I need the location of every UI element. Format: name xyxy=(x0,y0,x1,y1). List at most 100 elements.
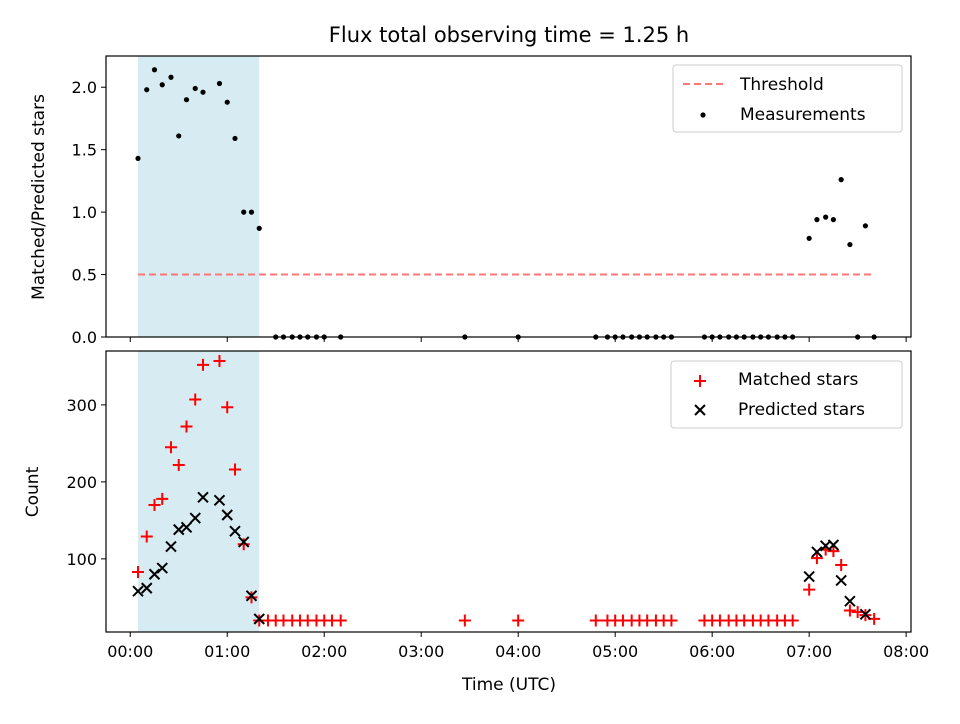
matched-star-point xyxy=(196,358,209,371)
predicted-star-point xyxy=(180,521,193,534)
legend-predicted-label: Predicted stars xyxy=(738,400,865,420)
x-tick-label: 00:00 xyxy=(107,642,153,661)
x-tick-label: 05:00 xyxy=(592,642,638,661)
bottom-shaded-region xyxy=(138,351,260,632)
matched-star-point xyxy=(665,614,678,627)
matched-star-point xyxy=(851,605,864,618)
predicted-star-point xyxy=(197,491,209,503)
legend-measurements-swatch xyxy=(700,112,706,118)
measurement-point xyxy=(135,155,141,162)
measurement-point xyxy=(814,217,820,223)
measurement-point xyxy=(144,87,150,93)
predicted-star-point xyxy=(213,494,226,507)
measurement-point xyxy=(838,177,844,183)
matched-star-point xyxy=(180,420,193,433)
predicted-star-point xyxy=(844,595,856,607)
predicted-star-point xyxy=(148,568,161,580)
matched-star-point xyxy=(835,559,848,572)
measurement-point xyxy=(830,217,837,223)
predicted-star-point xyxy=(859,608,872,621)
matched-star-point xyxy=(221,401,234,414)
predicted-star-point xyxy=(189,512,201,524)
legend-matched-swatch xyxy=(694,375,706,387)
measurement-point xyxy=(168,74,174,80)
predicted-star-point xyxy=(165,540,177,553)
matched-star-point xyxy=(164,441,177,454)
matched-star-point xyxy=(140,530,153,543)
measurement-point xyxy=(232,135,238,142)
bottom-y-axis-label: Count xyxy=(23,466,43,517)
x-tick-label: 08:00 xyxy=(883,642,929,661)
measurement-point xyxy=(224,99,230,105)
matched-star-point xyxy=(237,538,250,551)
x-tick-label: 01:00 xyxy=(204,642,250,661)
matched-star-point xyxy=(334,614,347,627)
legend-threshold-label: Threshold xyxy=(739,75,824,95)
bottom-data-points xyxy=(132,355,881,627)
measurement-point xyxy=(192,85,198,92)
x-tick-label: 02:00 xyxy=(301,642,347,661)
matched-star-point xyxy=(512,614,525,627)
top-y-axis-label: Matched/Predicted stars xyxy=(29,94,49,300)
top-y-tick-label: 1.5 xyxy=(72,141,97,160)
bottom-y-tick-label: 300 xyxy=(66,396,97,415)
predicted-star-point xyxy=(221,509,233,521)
measurement-point xyxy=(183,97,190,103)
legend-matched-label: Matched stars xyxy=(738,370,858,390)
measurement-point xyxy=(862,223,869,229)
predicted-star-point xyxy=(173,523,185,536)
top-axes-frame xyxy=(105,55,912,338)
predicted-star-point xyxy=(141,582,153,594)
predicted-star-point xyxy=(238,536,250,548)
matched-star-point xyxy=(786,614,799,627)
top-panel: 0.00.51.01.52.0 Matched/Predicted stars … xyxy=(29,55,912,347)
matched-star-point xyxy=(148,498,161,511)
top-y-tick-label: 1.0 xyxy=(72,203,97,222)
predicted-star-point xyxy=(811,546,823,558)
top-y-tick-label: 0.0 xyxy=(72,328,97,347)
top-x-ticks xyxy=(129,337,907,342)
measurement-point xyxy=(200,89,206,95)
matched-star-point xyxy=(458,614,471,627)
chart-title: Flux total observing time = 1.25 h xyxy=(329,23,689,47)
measurement-point xyxy=(151,67,158,73)
top-y-tick-label: 0.5 xyxy=(72,266,97,285)
measurement-point xyxy=(806,235,812,241)
top-shaded-region xyxy=(138,56,260,337)
x-axis-label: Time (UTC) xyxy=(461,675,556,695)
bottom-x-ticks: 00:00 01:00 02:00 03:00 04:00 05:00 06:00 07:00… xyxy=(107,632,929,661)
measurement-point xyxy=(248,209,255,215)
matched-star-point xyxy=(189,393,202,406)
x-tick-label: 06:00 xyxy=(689,642,735,661)
top-legend-box xyxy=(672,64,903,133)
matched-star-point xyxy=(827,545,840,558)
matched-star-point xyxy=(172,458,185,471)
matched-star-point xyxy=(228,463,241,476)
x-tick-label: 07:00 xyxy=(786,642,832,661)
measurement-point xyxy=(241,209,247,215)
measurement-point xyxy=(256,225,262,231)
top-shaded-span xyxy=(138,56,260,337)
measurement-point xyxy=(216,80,223,87)
top-y-ticks: 0.0 0.5 1.0 1.5 2.0 xyxy=(72,78,106,347)
measurement-point xyxy=(159,82,165,88)
predicted-star-point xyxy=(245,590,258,602)
predicted-star-point xyxy=(835,574,847,587)
matched-star-point xyxy=(245,591,258,604)
predicted-star-point xyxy=(803,570,815,583)
predicted-star-point xyxy=(827,539,840,551)
bottom-panel: 100 200 300 00:00 01:00 02:00 03:00 04:00 05:00… xyxy=(23,350,929,695)
top-y-tick-label: 2.0 xyxy=(72,78,97,97)
bottom-y-tick-label: 200 xyxy=(66,473,97,492)
matched-star-point xyxy=(132,565,145,578)
top-legend: Threshold Measurements xyxy=(672,64,903,133)
predicted-star-point xyxy=(253,613,265,625)
x-tick-label: 04:00 xyxy=(495,642,541,661)
x-tick-label: 03:00 xyxy=(398,642,444,661)
matched-star-point xyxy=(843,604,856,617)
bottom-legend: Matched stars Predicted stars xyxy=(670,360,903,429)
predicted-star-point xyxy=(156,562,168,574)
measurement-point xyxy=(823,214,829,220)
legend-measurements-label: Measurements xyxy=(740,105,866,125)
